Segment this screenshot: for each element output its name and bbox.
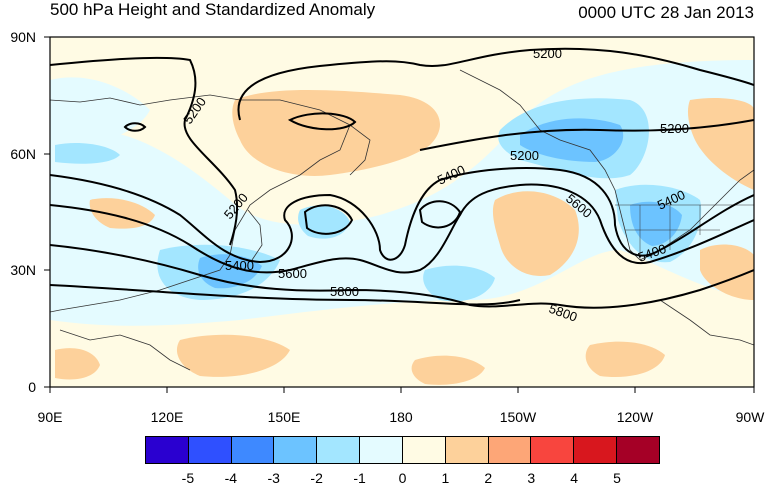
map-title: 500 hPa Height and Standardized Anomaly (50, 0, 376, 19)
colorbar-box (231, 437, 275, 463)
colorbar-box (402, 437, 446, 463)
positive-anomaly-tropics-2 (55, 348, 100, 380)
contour-5800-lower (50, 284, 521, 306)
positive-anomaly-northeast (687, 98, 754, 190)
positive-anomaly-tropics-3 (585, 341, 665, 378)
colorbar-box (445, 437, 489, 463)
colorbar-box (574, 437, 618, 463)
contour-label-5600-1: 5600 (278, 266, 307, 281)
colorbar-label: 0 (398, 470, 407, 486)
borders (615, 204, 754, 260)
anomaly-field (50, 37, 754, 387)
lat-label-60n: 60N (10, 146, 36, 162)
colorbar-label: -3 (267, 470, 280, 486)
lon-label-90e: 90E (37, 409, 63, 425)
contour-label-5200-1: 5200 (533, 46, 562, 61)
lon-label-90w: 90W (735, 409, 765, 425)
contour-5600-main (50, 183, 754, 274)
coastline-kamchatka (349, 124, 371, 176)
colorbar-label: -1 (353, 470, 366, 486)
contour-label-5800-1: 5800 (330, 284, 359, 299)
coastline-maritime (59, 329, 191, 371)
negative-anomaly-northwest (50, 77, 150, 150)
colorbar-label: 5 (613, 470, 621, 486)
map-frame (49, 36, 755, 388)
lat-label-90n: 90N (10, 29, 36, 45)
negative-anomaly-central-pacific (423, 265, 495, 302)
contour-5200-low (287, 112, 357, 131)
map-timestamp: 0000 UTC 28 Jan 2013 (578, 3, 754, 22)
contour-5800 (50, 244, 754, 309)
lon-label-120w: 120W (616, 409, 654, 425)
contour-5200-arctic (237, 47, 754, 121)
negative-anomaly-us-core (630, 201, 682, 246)
positive-anomaly-siberia (232, 90, 440, 176)
positive-anomaly-ne-pacific (492, 191, 579, 276)
contour-5200-small (123, 122, 147, 132)
axis-ticks (44, 36, 755, 393)
colorbar-label: -2 (310, 470, 323, 486)
colorbar-box (488, 437, 532, 463)
colorbar-box (617, 437, 659, 463)
colorbar-box (274, 437, 318, 463)
contour-5400-low-2 (418, 200, 462, 229)
lat-label-0: 0 (28, 379, 36, 395)
lon-label-150e: 150E (267, 409, 301, 425)
colorbar-label: 3 (527, 470, 536, 486)
contour-label-5400-2: 5400 (225, 258, 254, 273)
lon-label-120e: 120E (150, 409, 184, 425)
height-contours (50, 47, 754, 309)
contour-5400-low (303, 204, 354, 235)
colorbar-label: 1 (441, 470, 450, 486)
positive-anomaly-tropics-4 (411, 355, 485, 385)
colorbar-box (317, 437, 361, 463)
colorbar (145, 436, 660, 464)
lat-label-30n: 30N (10, 262, 36, 278)
colorbar-label: 2 (484, 470, 493, 486)
lon-label-180: 180 (389, 409, 413, 425)
negative-anomaly-northwest-strip (55, 143, 120, 164)
contour-5200-north (50, 56, 239, 246)
positive-anomaly-tropics-1 (176, 334, 290, 377)
coastline-japan (247, 209, 263, 261)
colorbar-label: -4 (224, 470, 238, 486)
colorbar-box (146, 437, 189, 463)
colorbar-box (531, 437, 575, 463)
lon-label-150w: 150W (499, 409, 537, 425)
contour-label-5200-3: 5200 (660, 121, 689, 136)
colorbar-box (360, 437, 403, 463)
colorbar-box (188, 437, 232, 463)
contour-5400-main (50, 167, 754, 264)
contour-5200-alaska (419, 119, 754, 151)
coastline-central-america (659, 299, 754, 346)
colorbar-label: -5 (181, 470, 195, 486)
colorbar-label: 4 (570, 470, 579, 486)
coastline-alaska (459, 69, 641, 261)
contour-label-5200-4: 5200 (510, 148, 539, 163)
